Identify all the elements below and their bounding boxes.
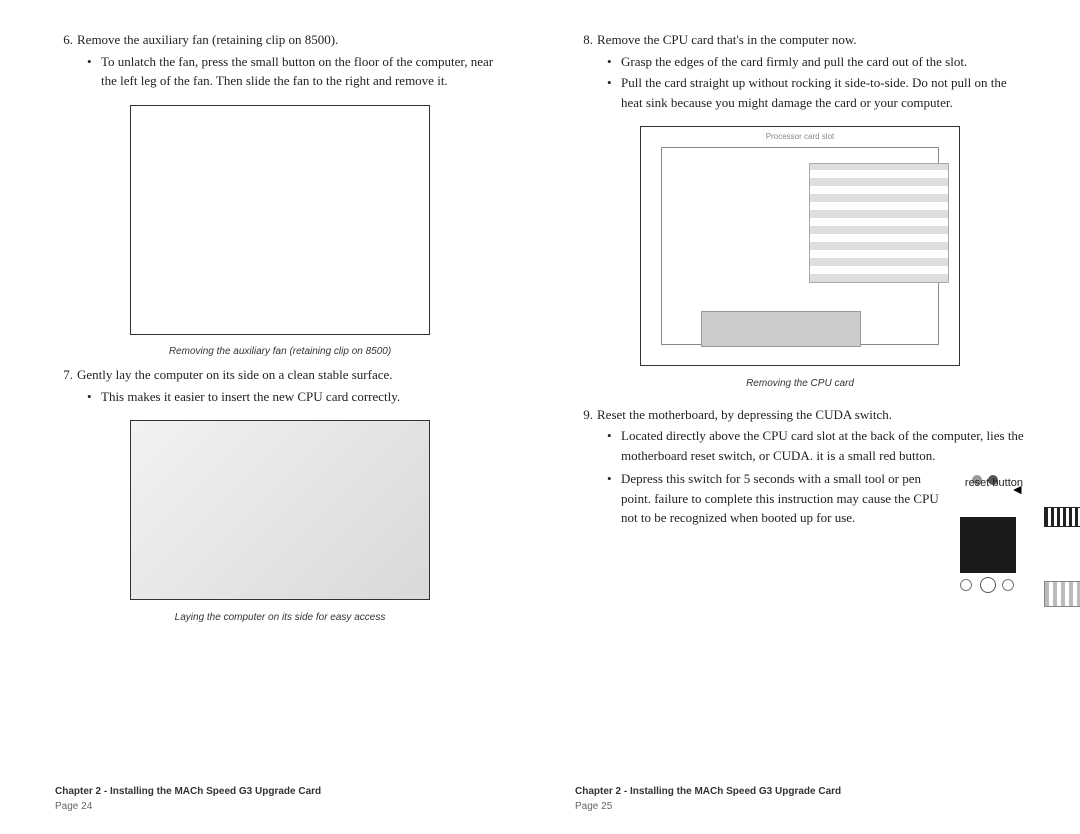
step-number: 6.	[55, 30, 77, 50]
bullet-mark: •	[607, 426, 621, 465]
bullet-mark: •	[607, 73, 621, 112]
figure-cpu-card: Processor card slot Removing the CPU car…	[575, 126, 1025, 391]
figure-image	[130, 420, 430, 600]
step-9: 9. Reset the motherboard, by depressing …	[575, 405, 1025, 620]
step-text: Gently lay the computer on its side on a…	[77, 365, 505, 385]
bullet-mark: •	[607, 469, 621, 528]
step-number: 9.	[575, 405, 597, 425]
chip-icon	[960, 517, 1016, 573]
bullet: • This makes it easier to insert the new…	[87, 387, 505, 407]
step-text: Remove the auxiliary fan (retaining clip…	[77, 30, 505, 50]
figure-slots	[809, 163, 949, 283]
figure-card	[701, 311, 861, 347]
figure-top-label: Processor card slot	[766, 131, 834, 143]
right-content: 8. Remove the CPU card that's in the com…	[575, 30, 1025, 770]
bullet-text: To unlatch the fan, press the small butt…	[101, 52, 505, 91]
wrap-section: • Depress this switch for 5 seconds with…	[575, 469, 1025, 619]
step-text: Reset the motherboard, by depressing the…	[597, 405, 1025, 425]
connector-bar	[1044, 507, 1080, 527]
figure-image	[130, 105, 430, 335]
step-7: 7. Gently lay the computer on its side o…	[55, 365, 505, 406]
right-page: 8. Remove the CPU card that's in the com…	[540, 30, 1060, 814]
page-footer: Chapter 2 - Installing the MACh Speed G3…	[55, 770, 505, 814]
footer-chapter: Chapter 2 - Installing the MACh Speed G3…	[575, 784, 1025, 799]
figure-image: Processor card slot	[640, 126, 960, 366]
reset-button-label: reset button	[965, 475, 1023, 492]
bullet-mark: •	[87, 387, 101, 407]
step-number: 7.	[55, 365, 77, 385]
bullet-text: This makes it easier to insert the new C…	[101, 387, 505, 407]
step-number: 8.	[575, 30, 597, 50]
figure-caption: Removing the CPU card	[575, 376, 1025, 391]
figure-lay-side: Laying the computer on its side for easy…	[55, 420, 505, 625]
footer-chapter: Chapter 2 - Installing the MACh Speed G3…	[55, 784, 505, 799]
footer-page: Page 25	[575, 799, 1025, 814]
bullet: • Pull the card straight up without rock…	[607, 73, 1025, 112]
bullet-mark: •	[607, 52, 621, 72]
bullet-text: Located directly above the CPU card slot…	[621, 426, 1025, 465]
footer-page: Page 24	[55, 799, 505, 814]
bullet-text: Grasp the edges of the card firmly and p…	[621, 52, 1025, 72]
diagram-ring	[1002, 579, 1014, 591]
step-text: Remove the CPU card that's in the comput…	[597, 30, 1025, 50]
wrap-bullet-text: Depress this switch for 5 seconds with a…	[621, 469, 940, 528]
left-content: 6. Remove the auxiliary fan (retaining c…	[55, 30, 505, 770]
figure-caption: Removing the auxiliary fan (retaining cl…	[55, 344, 505, 359]
step-8: 8. Remove the CPU card that's in the com…	[575, 30, 1025, 112]
bullet: • To unlatch the fan, press the small bu…	[87, 52, 505, 91]
figure-aux-fan: Removing the auxiliary fan (retaining cl…	[55, 105, 505, 360]
reset-diagram: ◄ reset button	[952, 469, 1025, 619]
bullet-mark: •	[87, 52, 101, 91]
left-page: 6. Remove the auxiliary fan (retaining c…	[20, 30, 540, 814]
diagram-ring	[980, 577, 996, 593]
diagram-ring	[960, 579, 972, 591]
bullet: • Located directly above the CPU card sl…	[607, 426, 1025, 465]
pin-header	[1044, 581, 1080, 607]
bullet: • Grasp the edges of the card firmly and…	[607, 52, 1025, 72]
bullet-text: Pull the card straight up without rockin…	[621, 73, 1025, 112]
figure-caption: Laying the computer on its side for easy…	[55, 610, 505, 625]
page-footer: Chapter 2 - Installing the MACh Speed G3…	[575, 770, 1025, 814]
step-6: 6. Remove the auxiliary fan (retaining c…	[55, 30, 505, 91]
